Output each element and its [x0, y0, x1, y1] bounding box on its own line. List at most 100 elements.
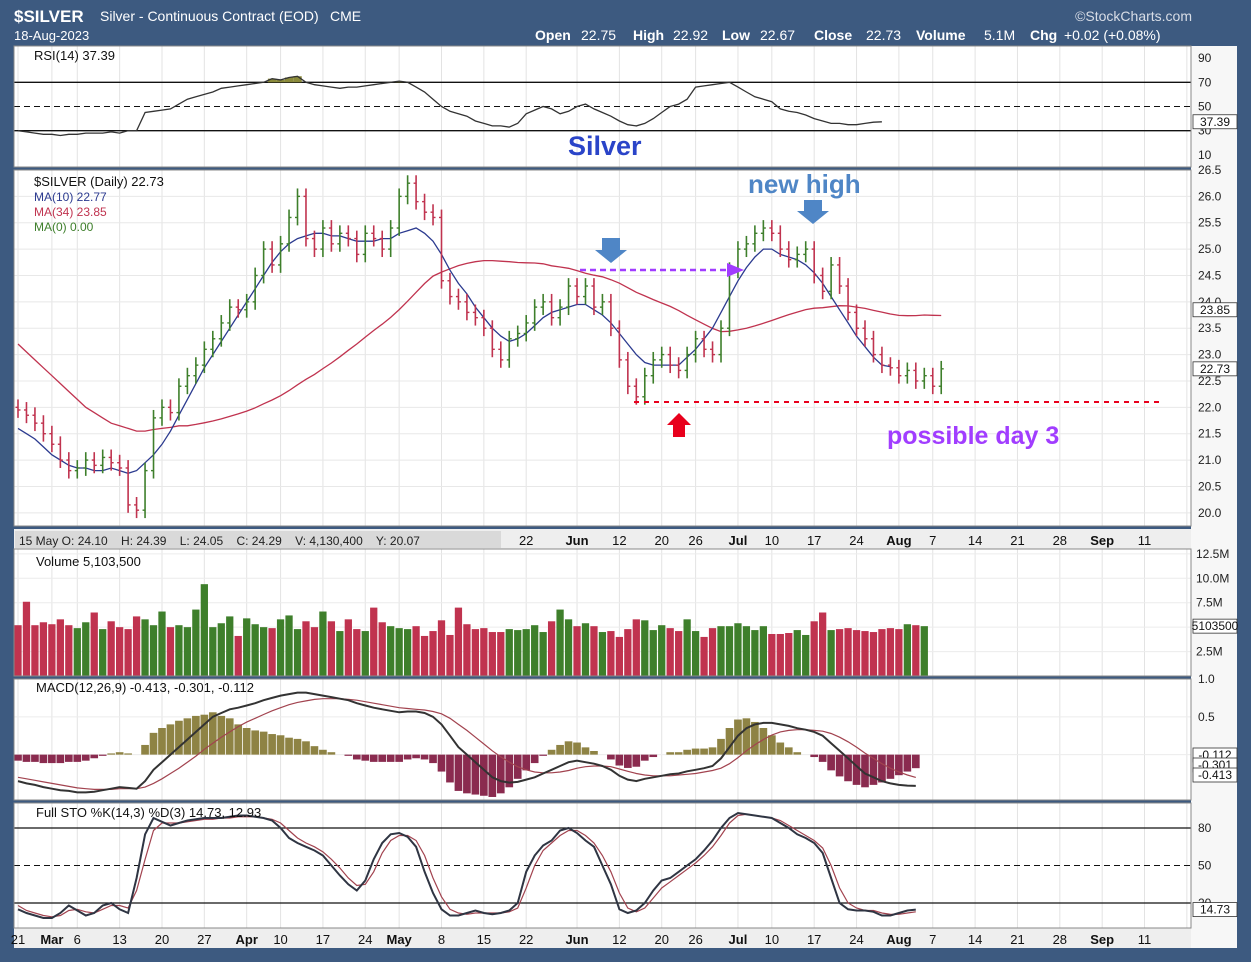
volume-bar-58 [505, 629, 513, 676]
volume-bar-50 [437, 620, 446, 676]
price-tick-20.5: 20.5 [1198, 479, 1222, 493]
volume-bar-24 [217, 623, 225, 676]
macd-hist-11 [107, 753, 116, 755]
volume-bar-60 [522, 629, 530, 676]
macd-hist-24 [217, 715, 226, 755]
rsi-line [17, 75, 882, 137]
macd-hist-3 [39, 754, 48, 764]
volume-bar-104 [895, 629, 903, 676]
price-tick-23.0: 23.0 [1198, 348, 1222, 362]
macd-hist-9 [90, 754, 99, 759]
macd-title: MACD(12,26,9) -0.413, -0.301, -0.112 [36, 680, 254, 695]
macd-hist-90 [776, 742, 785, 755]
volume-bar-57 [497, 632, 505, 676]
date-label-top-24: 24 [849, 533, 863, 548]
macd-hist-55 [480, 754, 488, 796]
annotation-possible-day3: possible day 3 [887, 422, 1059, 450]
macd-hist-1 [22, 754, 31, 762]
volume-bar-28 [251, 624, 259, 676]
sto-last-tag-box [1192, 902, 1238, 917]
volume-bar-84 [725, 626, 734, 676]
date-label-bottom-13: 13 [112, 932, 126, 947]
volume-bar-101 [869, 632, 878, 676]
date-label-top-7: 7 [929, 533, 936, 548]
volume-bar-91 [785, 633, 793, 676]
volume-bar-22 [200, 584, 208, 676]
volume-bar-5 [56, 619, 64, 676]
price-tick-25.0: 25.0 [1198, 242, 1222, 256]
volume-bar-46 [403, 629, 412, 676]
macd-hist-53 [463, 754, 471, 794]
date-axis-bottom [14, 928, 1191, 948]
macd-hist-44 [386, 754, 395, 762]
rsi-tick-70: 70 [1198, 75, 1212, 89]
macd-hist-94 [810, 754, 819, 758]
volume-bar-1 [22, 601, 31, 676]
ma34-last-tag-box [1192, 302, 1238, 318]
legend-ma0: MA(0) 0.00 [34, 220, 94, 234]
annotation-arrows [580, 200, 829, 437]
hover-readout: 15 May O: 24.10 H: 24.39 L: 24.05 C: 24.… [19, 534, 420, 548]
macd-hist-96 [827, 754, 835, 771]
arrow-right-purple [727, 263, 744, 277]
sto-k-line [17, 811, 916, 919]
volume-bar-45 [395, 628, 403, 676]
date-label-bottom-21: 21 [11, 932, 25, 947]
date-label-bottom-10: 10 [765, 932, 779, 947]
date-label-bottom-14: 14 [968, 932, 982, 947]
macd-hist-29 [259, 731, 268, 755]
macd-hist-77 [666, 752, 675, 755]
volume-bar-99 [852, 630, 861, 676]
volume-bar-11 [107, 621, 115, 676]
volume-label: Volume [916, 27, 966, 43]
macd-hist-102 [878, 754, 886, 783]
volume-bar-68 [590, 626, 598, 676]
date-label-top-Aug: Aug [886, 533, 911, 548]
volume-bar-21 [192, 609, 200, 676]
date-label-top-21: 21 [1010, 533, 1024, 548]
exchange: CME [330, 8, 361, 24]
macd-hist-46 [403, 754, 412, 760]
date-label-bottom-12: 12 [612, 932, 626, 947]
macd-line [17, 691, 916, 794]
price-tick-26.0: 26.0 [1198, 189, 1222, 203]
macd-hist-26 [234, 724, 243, 755]
macd-hist-70 [607, 754, 615, 760]
macd-hist-87 [751, 721, 759, 755]
macd-hist-58 [505, 754, 514, 788]
volume-bar-97 [835, 629, 844, 676]
date-label-bottom-20: 20 [155, 932, 169, 947]
volume-bar-59 [514, 630, 522, 676]
rsi-overbought-30 [267, 78, 277, 83]
macd-hist-80 [691, 748, 700, 755]
macd-hist-71 [615, 754, 624, 766]
volume-bar-85 [734, 623, 742, 676]
macd-hist-63 [547, 749, 556, 755]
volume-bar-0 [14, 625, 22, 676]
volume-bar-20 [183, 627, 192, 676]
rsi-tick-50: 50 [1198, 100, 1212, 114]
volume-bar-49 [429, 631, 437, 676]
date-label-top-Sep: Sep [1090, 533, 1114, 548]
panel-border-0 [13, 45, 1192, 168]
volume-bar-52 [454, 607, 463, 676]
volume-bar-12 [116, 627, 124, 676]
macd-hist-57 [496, 754, 505, 794]
volume-bar-36 [319, 611, 327, 676]
date-label-bottom-May: May [387, 932, 413, 947]
macd-hist-78 [674, 752, 683, 755]
macd-hist-48 [420, 754, 429, 760]
date-label-bottom-26: 26 [688, 932, 702, 947]
date-label-bottom-Apr: Apr [235, 932, 257, 947]
volume-bar-63 [547, 621, 556, 676]
macd-hist-84 [725, 728, 734, 755]
volume-bar-69 [598, 632, 607, 676]
macd-hist-22 [200, 714, 209, 755]
arrow-down-blue-1 [595, 238, 627, 263]
volume-bar-35 [310, 627, 319, 676]
high-label: High [633, 27, 664, 43]
volume-bar-105 [903, 624, 911, 676]
macd-hist-91 [784, 747, 793, 755]
volume-value: 5.1M [984, 27, 1015, 43]
